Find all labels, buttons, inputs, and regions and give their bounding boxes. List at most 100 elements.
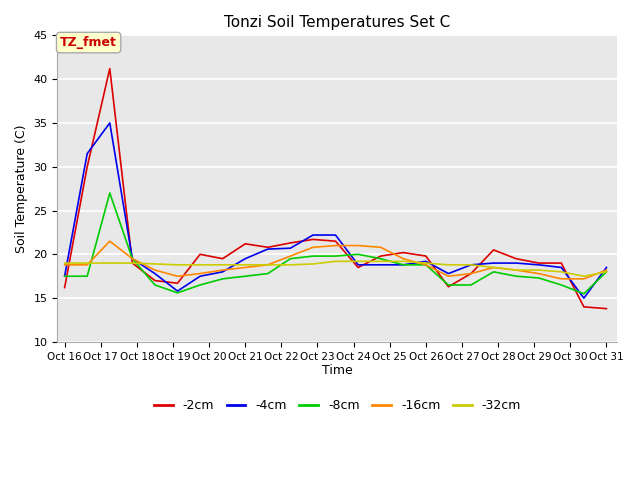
-32cm (106, 260, 114, 266)
-2cm (399, 250, 407, 255)
-2cm (287, 240, 294, 246)
-16cm (512, 267, 520, 273)
-16cm (490, 264, 497, 270)
Text: TZ_fmet: TZ_fmet (60, 36, 117, 49)
-8cm (287, 256, 294, 262)
Title: Tonzi Soil Temperatures Set C: Tonzi Soil Temperatures Set C (224, 15, 451, 30)
-2cm (129, 260, 136, 266)
Line: -32cm: -32cm (65, 261, 607, 276)
-16cm (580, 276, 588, 282)
-32cm (445, 262, 452, 268)
-8cm (173, 290, 181, 296)
-16cm (467, 271, 475, 276)
-32cm (377, 258, 385, 264)
-8cm (241, 273, 249, 279)
-2cm (219, 256, 227, 262)
-8cm (580, 291, 588, 297)
-4cm (490, 260, 497, 266)
-8cm (603, 269, 611, 275)
-32cm (151, 261, 159, 267)
-4cm (106, 120, 114, 126)
-32cm (490, 264, 497, 270)
-32cm (557, 269, 565, 275)
-32cm (309, 261, 317, 267)
-16cm (83, 262, 91, 268)
-4cm (603, 264, 611, 270)
-4cm (512, 260, 520, 266)
Line: -16cm: -16cm (65, 241, 607, 279)
-16cm (264, 262, 271, 268)
-32cm (332, 258, 339, 264)
-4cm (309, 232, 317, 238)
-2cm (173, 280, 181, 286)
-4cm (535, 262, 543, 268)
-2cm (445, 284, 452, 289)
-4cm (580, 295, 588, 301)
-8cm (106, 190, 114, 196)
-2cm (467, 271, 475, 276)
-2cm (61, 285, 68, 290)
-8cm (264, 271, 271, 276)
-16cm (332, 243, 339, 249)
-16cm (422, 262, 429, 268)
-4cm (241, 256, 249, 262)
-8cm (355, 252, 362, 257)
-32cm (264, 262, 271, 268)
-2cm (603, 306, 611, 312)
-16cm (309, 244, 317, 250)
-2cm (151, 278, 159, 284)
-8cm (535, 275, 543, 281)
-16cm (151, 267, 159, 273)
-8cm (129, 256, 136, 262)
-32cm (173, 262, 181, 268)
-2cm (309, 237, 317, 242)
-16cm (287, 253, 294, 259)
-32cm (355, 258, 362, 264)
-32cm (83, 260, 91, 266)
-8cm (445, 282, 452, 288)
-16cm (241, 264, 249, 270)
-8cm (309, 253, 317, 259)
-8cm (399, 262, 407, 268)
Line: -2cm: -2cm (65, 69, 607, 309)
-16cm (173, 273, 181, 279)
-4cm (287, 245, 294, 251)
-32cm (467, 262, 475, 268)
-2cm (580, 304, 588, 310)
-4cm (151, 271, 159, 276)
-4cm (264, 246, 271, 252)
Line: -8cm: -8cm (65, 193, 607, 294)
-32cm (512, 267, 520, 273)
-2cm (422, 253, 429, 259)
-16cm (399, 256, 407, 262)
-16cm (219, 267, 227, 273)
-2cm (264, 244, 271, 250)
-4cm (219, 269, 227, 275)
-2cm (490, 247, 497, 253)
-8cm (490, 269, 497, 275)
-2cm (196, 252, 204, 257)
-16cm (106, 238, 114, 244)
X-axis label: Time: Time (322, 364, 353, 377)
-2cm (83, 164, 91, 169)
-16cm (61, 262, 68, 268)
-2cm (355, 264, 362, 270)
-8cm (61, 273, 68, 279)
-8cm (377, 256, 385, 262)
-8cm (467, 282, 475, 288)
-16cm (557, 276, 565, 282)
-32cm (129, 260, 136, 266)
-16cm (535, 271, 543, 276)
-32cm (219, 262, 227, 268)
-8cm (422, 262, 429, 268)
-4cm (61, 273, 68, 279)
-2cm (332, 238, 339, 244)
-16cm (196, 271, 204, 276)
-32cm (196, 262, 204, 268)
-2cm (377, 253, 385, 259)
-8cm (332, 253, 339, 259)
-4cm (445, 271, 452, 276)
-4cm (399, 262, 407, 268)
-2cm (535, 260, 543, 266)
-8cm (151, 282, 159, 288)
